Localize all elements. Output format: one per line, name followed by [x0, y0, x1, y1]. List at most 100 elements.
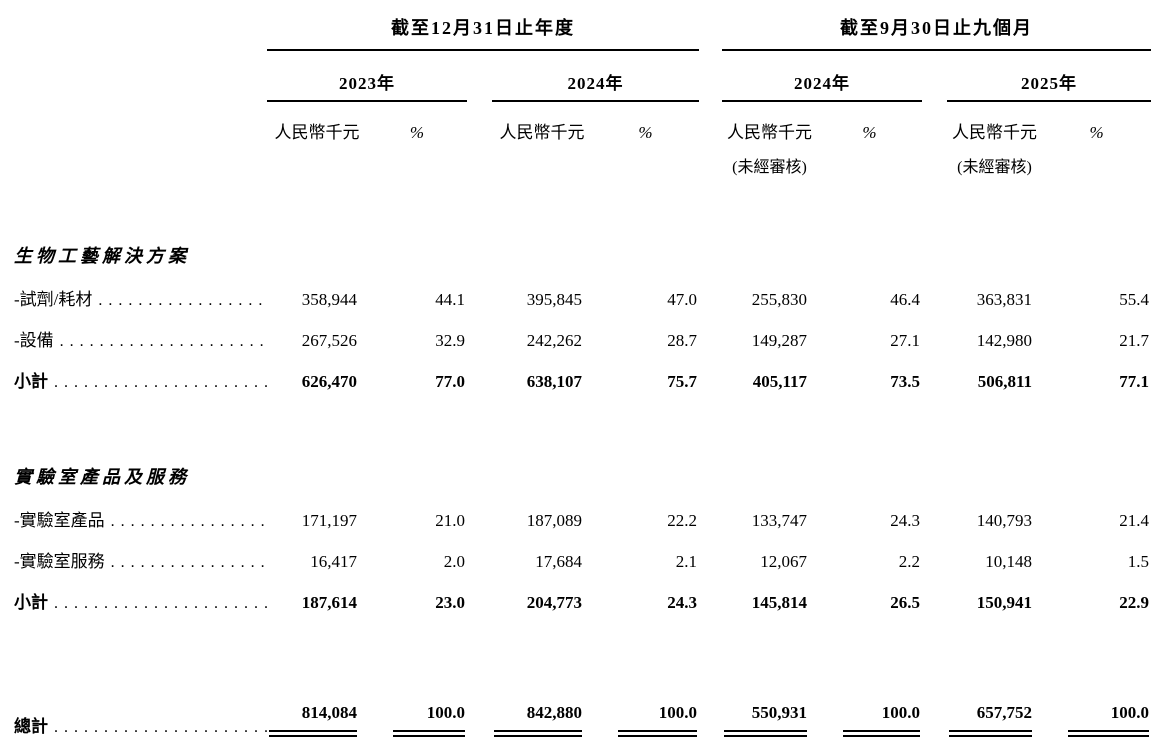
- row-label: -實驗室產品: [14, 511, 105, 530]
- dot-leader: [54, 717, 267, 737]
- percent-header: %: [1089, 123, 1104, 142]
- cell-value: 10,148: [985, 552, 1033, 571]
- dot-leader: [111, 552, 267, 572]
- unit-header: 人民幣千元: [952, 123, 1038, 142]
- cell-value: 77.1: [1119, 372, 1150, 391]
- unaudited-note: (未經審核): [732, 159, 807, 176]
- cell-value: 22.2: [667, 511, 698, 530]
- cell-value: 44.1: [435, 290, 465, 309]
- section-heading-row: 生物工藝解決方案: [12, 235, 1151, 277]
- cell-value: 1.5: [1127, 552, 1150, 571]
- column-spacer: [467, 101, 492, 143]
- section-heading-bioprocess: 生物工藝解決方案: [14, 246, 190, 266]
- table-row: -試劑/耗材 358,944 44.1 395,845 47.0 255,830…: [12, 277, 1151, 318]
- cell-value: 26.5: [890, 593, 921, 612]
- cell-value: 187,089: [526, 511, 582, 530]
- cell-value: 17,684: [535, 552, 582, 571]
- cell-value: 21.0: [435, 511, 465, 530]
- table-row: -實驗室服務 16,417 2.0 17,684 2.1 12,067 2.2 …: [12, 539, 1151, 580]
- row-label: 小計: [14, 372, 48, 391]
- cell-value: 395,845: [526, 290, 582, 309]
- dot-leader: [111, 511, 267, 531]
- cell-value: 2.2: [898, 552, 921, 571]
- cell-value: 242,262: [526, 331, 582, 350]
- dot-leader: [98, 290, 267, 310]
- total-value: 100.0: [618, 703, 698, 737]
- cell-value: 75.7: [667, 372, 698, 391]
- cell-value: 2.0: [443, 552, 465, 571]
- dot-leader: [54, 372, 267, 392]
- column-spacer: [699, 50, 722, 101]
- cell-value: 506,811: [977, 372, 1033, 391]
- cell-value: 21.7: [1119, 331, 1150, 350]
- cell-value: 358,944: [301, 290, 357, 309]
- cell-value: 73.5: [890, 372, 921, 391]
- section-heading-row: 實驗室產品及服務: [12, 456, 1151, 498]
- label-column-head: [12, 14, 267, 50]
- unit-header: 人民幣千元: [727, 123, 813, 142]
- cell-value: 145,814: [751, 593, 808, 612]
- cell-value: 171,197: [301, 511, 357, 530]
- total-value: 100.0: [843, 703, 921, 737]
- percent-header: %: [409, 123, 425, 142]
- cell-value: 21.4: [1119, 511, 1150, 530]
- cell-value: 142,980: [976, 331, 1033, 350]
- year-header-row: 2023年 2024年 2024年 2025年: [12, 50, 1152, 102]
- cell-value: 638,107: [526, 372, 582, 391]
- subtotal-row: 小計 187,614 23.0 204,773 24.3 145,814 26.…: [12, 580, 1151, 621]
- total-value: 100.0: [393, 703, 465, 737]
- period-group-nine-months: 截至9月30日止九個月: [722, 14, 1152, 51]
- cell-value: 24.3: [890, 511, 921, 530]
- cell-value: 187,614: [301, 593, 357, 612]
- column-spacer: [699, 101, 722, 143]
- subtotal-row: 小計 626,470 77.0 638,107 75.7 405,117 73.…: [12, 359, 1151, 400]
- column-spacer: [699, 14, 722, 50]
- cell-value: 22.9: [1119, 593, 1150, 612]
- cell-value: 77.0: [435, 372, 465, 391]
- total-row: 總計 814,084 100.0 842,880 100.0 550,931 1…: [12, 691, 1151, 745]
- row-label: -實驗室服務: [14, 552, 105, 571]
- cell-value: 149,287: [751, 331, 808, 350]
- unit-header-row: 人民幣千元 % 人民幣千元 % 人民幣千元 % 人民幣千元 %: [12, 101, 1151, 143]
- table-row: -設備 267,526 32.9 242,262 28.7 149,287 27…: [12, 318, 1151, 359]
- cell-value: 133,747: [751, 511, 808, 530]
- cell-value: 32.9: [435, 331, 465, 350]
- cell-value: 405,117: [752, 372, 808, 391]
- dot-leader: [60, 331, 267, 351]
- spacer-row: [12, 177, 1151, 235]
- percent-header: %: [862, 123, 877, 142]
- spacer-row: [12, 400, 1151, 456]
- total-value: 100.0: [1068, 703, 1150, 737]
- total-value: 814,084: [269, 703, 357, 737]
- cell-value: 23.0: [435, 593, 465, 612]
- revenue-breakdown-table: 截至12月31日止年度 截至9月30日止九個月 2023年 2024年 2024…: [12, 14, 1152, 745]
- total-value: 842,880: [494, 703, 582, 737]
- dot-leader: [54, 593, 267, 613]
- section-heading-lab: 實驗室產品及服務: [14, 467, 190, 487]
- cell-value: 28.7: [667, 331, 698, 350]
- cell-value: 27.1: [890, 331, 921, 350]
- year-header-2025-9m: 2025年: [947, 50, 1152, 102]
- cell-value: 626,470: [301, 372, 357, 391]
- spacer-row: [12, 621, 1151, 691]
- table-row: -實驗室產品 171,197 21.0 187,089 22.2 133,747…: [12, 498, 1151, 539]
- cell-value: 16,417: [310, 552, 357, 571]
- column-spacer: [922, 101, 947, 143]
- cell-value: 12,067: [760, 552, 808, 571]
- period-header-row: 截至12月31日止年度 截至9月30日止九個月: [12, 14, 1152, 51]
- cell-value: 24.3: [667, 593, 698, 612]
- row-label: 小計: [14, 593, 48, 612]
- unaudited-note-row: (未經審核) (未經審核): [12, 143, 1151, 177]
- unit-header: 人民幣千元: [499, 123, 585, 142]
- cell-value: 204,773: [526, 593, 582, 612]
- cell-value: 2.1: [675, 552, 698, 571]
- percent-header: %: [638, 123, 653, 142]
- cell-value: 46.4: [890, 290, 921, 309]
- cell-value: 363,831: [976, 290, 1033, 309]
- cell-value: 140,793: [976, 511, 1033, 530]
- year-header-2024: 2024年: [492, 50, 700, 102]
- column-spacer: [467, 50, 492, 101]
- cell-value: 150,941: [976, 593, 1033, 612]
- period-group-annual: 截至12月31日止年度: [267, 14, 700, 51]
